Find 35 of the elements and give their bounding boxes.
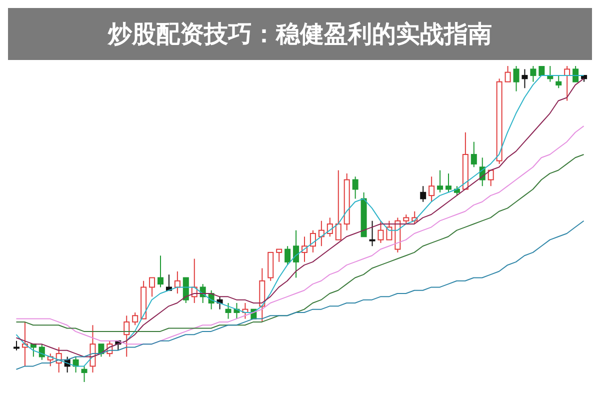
candlestick: [149, 277, 156, 298]
candlestick: [454, 186, 460, 196]
candlestick: [564, 66, 570, 102]
candlestick: [378, 220, 384, 244]
candlestick: [504, 66, 511, 82]
candlestick: [420, 186, 426, 202]
candlestick: [158, 255, 164, 288]
candlestick: [572, 66, 579, 82]
candlestick: [352, 176, 358, 200]
candlestick: [428, 176, 435, 202]
candlestick: [81, 366, 88, 382]
candlestick: [530, 66, 536, 82]
candlestick: [310, 230, 316, 253]
candlestick: [38, 344, 45, 360]
candlestick: [14, 340, 20, 351]
candlestick: [124, 315, 130, 358]
candlestick: [446, 172, 452, 193]
candlestick: [403, 214, 410, 224]
candlestick: [513, 66, 520, 92]
candlestick: [470, 141, 477, 168]
chart-title: 炒股配资技巧：稳健盈利的实战指南: [8, 8, 592, 60]
candlestick: [335, 170, 342, 240]
candlestick: [132, 312, 138, 326]
candlestick: [293, 230, 300, 278]
candlestick: [556, 74, 562, 89]
candlestick: [182, 277, 189, 304]
candlestick: [326, 217, 333, 238]
candlestick: [488, 170, 494, 187]
candlestick: [386, 220, 392, 240]
candlestick: [437, 170, 444, 193]
candlestick: [369, 220, 376, 247]
candlestick: [225, 302, 232, 320]
candlestick: [284, 246, 291, 266]
candlestick: [522, 68, 528, 89]
candlestick: [276, 248, 282, 262]
